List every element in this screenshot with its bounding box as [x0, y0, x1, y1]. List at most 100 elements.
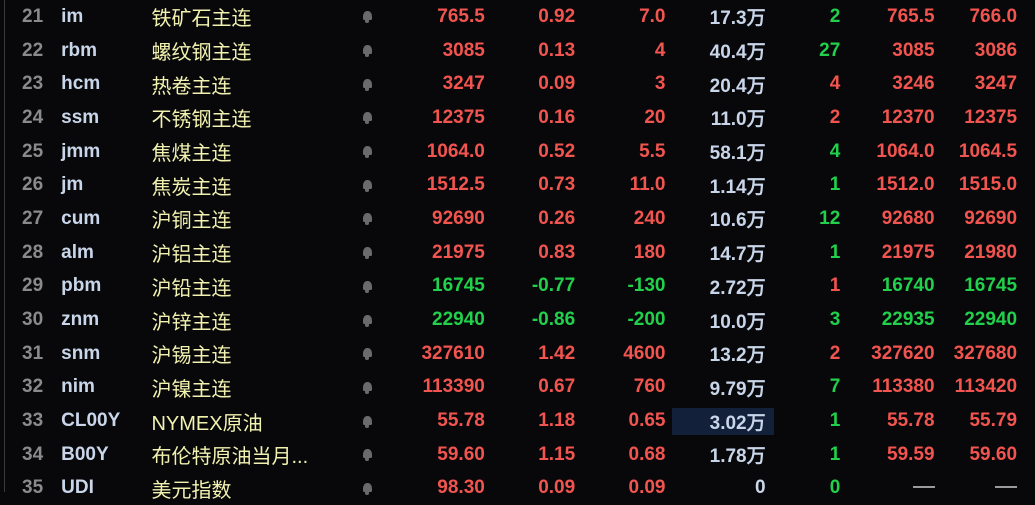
ask-price[interactable]: 12375: [964, 106, 1018, 128]
table-row[interactable]: 35 UDI 美元指数 98.30 0.09 0.09 0 0: [0, 472, 1035, 505]
change-amount[interactable]: 4: [654, 39, 666, 61]
instrument-code[interactable]: CL00Y: [61, 410, 121, 432]
open-interest[interactable]: 4: [829, 73, 841, 95]
change-percent[interactable]: -0.86: [531, 309, 576, 331]
bid-price[interactable]: 113380: [872, 376, 935, 398]
change-amount[interactable]: 3: [654, 73, 666, 95]
volume[interactable]: 1.14万: [709, 176, 766, 198]
table-row[interactable]: 21 im 铁矿石主连 765.5 0.92 7.0 17.3万 2 765.5 766.0: [0, 0, 1035, 34]
instrument-name[interactable]: NYMEX原油: [151, 412, 263, 435]
instrument-name[interactable]: 布伦特原油当月...: [151, 446, 309, 469]
change-percent[interactable]: 1.15: [538, 443, 576, 465]
change-percent[interactable]: 1.42: [538, 342, 576, 364]
ask-price[interactable]: 1515.0: [958, 174, 1018, 196]
instrument-code[interactable]: UDI: [61, 477, 94, 499]
table-row[interactable]: 32 nim 沪镍主连 113390 0.67 760 9.79万 7 113380 113420: [0, 371, 1035, 405]
instrument-code[interactable]: jmm: [61, 140, 101, 162]
alarm-cell[interactable]: [350, 376, 385, 398]
instrument-code[interactable]: ssm: [61, 106, 100, 128]
table-row[interactable]: 23 hcm 热卷主连 3247 0.09 3 20.4万 4 3246 3247: [0, 67, 1035, 101]
instrument-name[interactable]: 螺纹钢主连: [151, 42, 252, 65]
bell-icon[interactable]: [362, 179, 373, 192]
alarm-cell[interactable]: [350, 6, 385, 28]
open-interest[interactable]: 1: [829, 275, 841, 297]
open-interest[interactable]: 2: [829, 5, 841, 27]
change-amount[interactable]: -200: [627, 309, 666, 331]
last-price[interactable]: 22940: [432, 309, 485, 331]
instrument-name[interactable]: 沪铜主连: [151, 210, 232, 233]
open-interest[interactable]: 2: [829, 342, 841, 364]
instrument-code[interactable]: snm: [61, 342, 101, 364]
open-interest[interactable]: 1: [829, 443, 841, 465]
alarm-cell[interactable]: [350, 73, 385, 95]
instrument-code[interactable]: cum: [61, 207, 101, 229]
alarm-cell[interactable]: [350, 410, 385, 432]
open-interest[interactable]: 1: [829, 410, 841, 432]
change-amount[interactable]: 0.65: [628, 410, 666, 432]
open-interest[interactable]: 12: [819, 207, 841, 229]
alarm-cell[interactable]: [350, 40, 385, 62]
change-amount[interactable]: 0.09: [628, 477, 666, 499]
row-index[interactable]: 27: [22, 207, 44, 229]
bell-icon[interactable]: [362, 347, 373, 361]
bell-icon[interactable]: [362, 111, 373, 125]
instrument-name[interactable]: 沪铝主连: [151, 244, 232, 267]
table-row[interactable]: 27 cum 沪铜主连 92690 0.26 240 10.6万 12 92680 92690: [0, 202, 1035, 236]
bid-price[interactable]: [846, 477, 940, 499]
change-amount[interactable]: 11.0: [629, 174, 666, 196]
instrument-name[interactable]: 美元指数: [151, 479, 232, 502]
instrument-name[interactable]: 不锈钢主连: [151, 109, 252, 132]
change-amount[interactable]: 760: [633, 376, 666, 398]
change-percent[interactable]: 0.73: [538, 174, 576, 196]
instrument-code[interactable]: nim: [61, 376, 95, 398]
instrument-name[interactable]: 焦炭主连: [151, 176, 232, 199]
instrument-name[interactable]: 铁矿石主连: [151, 8, 252, 31]
volume[interactable]: 11.0万: [710, 109, 766, 131]
alarm-cell[interactable]: [350, 343, 385, 365]
ask-price[interactable]: 327680: [953, 342, 1018, 364]
ask-price[interactable]: 16745: [964, 275, 1018, 297]
table-row[interactable]: 30 znm 沪锌主连 22940 -0.86 -200 10.0万 3 22935 22940: [0, 303, 1035, 337]
bell-icon[interactable]: [362, 44, 373, 58]
last-price[interactable]: 327610: [421, 342, 485, 364]
bid-price[interactable]: 1512.0: [876, 174, 935, 196]
row-index[interactable]: 25: [22, 140, 44, 162]
change-amount[interactable]: 7.0: [639, 5, 666, 27]
open-interest[interactable]: 4: [829, 140, 841, 162]
alarm-cell[interactable]: [350, 309, 385, 331]
ask-price[interactable]: 1064.5: [958, 140, 1018, 162]
alarm-cell[interactable]: [350, 107, 385, 129]
volume[interactable]: 40.4万: [709, 42, 766, 64]
bid-price[interactable]: 3085: [892, 39, 935, 61]
ask-price[interactable]: 92690: [964, 207, 1018, 229]
change-percent[interactable]: 0.09: [538, 73, 576, 95]
row-index[interactable]: 33: [22, 410, 44, 432]
change-percent[interactable]: 0.52: [538, 140, 576, 162]
bid-price[interactable]: 12370: [881, 106, 935, 128]
change-percent[interactable]: -0.77: [531, 275, 576, 297]
change-amount[interactable]: 4600: [623, 342, 666, 364]
table-row[interactable]: 22 rbm 螺纹钢主连 3085 0.13 4 40.4万 27 3085 3086: [0, 34, 1035, 68]
ask-price[interactable]: 113420: [954, 376, 1018, 398]
bid-price[interactable]: 59.59: [887, 443, 935, 465]
last-price[interactable]: 113390: [422, 376, 485, 398]
change-percent[interactable]: 0.92: [538, 5, 576, 27]
bell-icon[interactable]: [362, 381, 373, 394]
change-percent[interactable]: 0.83: [538, 241, 576, 263]
table-row[interactable]: 31 snm 沪锡主连 327610 1.42 4600 13.2万 2 327620 32768…: [0, 337, 1035, 371]
volume[interactable]: 3.02万: [671, 407, 774, 435]
row-index[interactable]: 29: [22, 275, 44, 297]
change-amount[interactable]: 180: [633, 241, 666, 263]
table-row[interactable]: 25 jmm 焦煤主连 1064.0 0.52 5.5 58.1万 4 1064.0 1064.5: [0, 135, 1035, 169]
instrument-name[interactable]: 沪锡主连: [151, 345, 232, 368]
alarm-cell[interactable]: [350, 242, 385, 264]
alarm-cell[interactable]: [350, 141, 385, 163]
row-index[interactable]: 23: [22, 73, 44, 95]
bell-icon[interactable]: [362, 10, 373, 24]
instrument-code[interactable]: rbm: [61, 39, 98, 61]
ask-price[interactable]: 766.0: [969, 5, 1018, 27]
last-price[interactable]: 55.78: [437, 410, 485, 432]
alarm-cell[interactable]: [350, 477, 385, 499]
row-index[interactable]: 35: [22, 477, 44, 499]
volume[interactable]: 1.78万: [709, 446, 766, 468]
